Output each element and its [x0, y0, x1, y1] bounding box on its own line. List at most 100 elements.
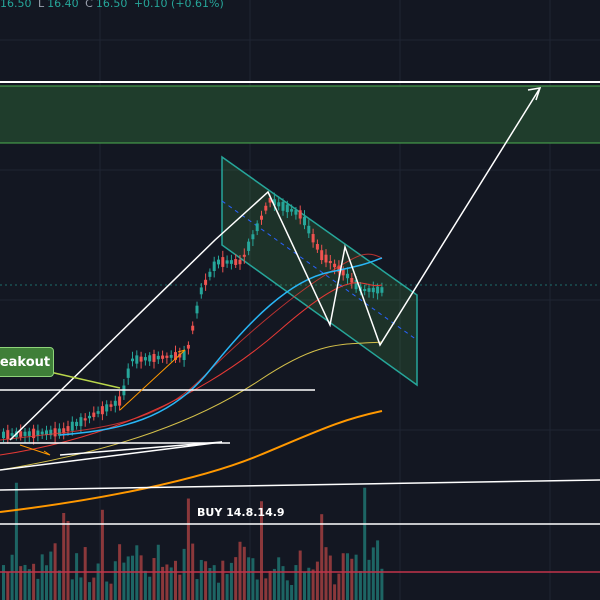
- volume-bar: [152, 558, 156, 600]
- volume-bar: [178, 574, 182, 600]
- volume-bar: [161, 566, 165, 600]
- candle: [303, 216, 306, 226]
- candle: [290, 209, 294, 212]
- candle: [307, 225, 311, 234]
- candle: [221, 257, 225, 267]
- ma-orange: [0, 410, 383, 513]
- volume-bar: [303, 571, 306, 600]
- volume-bar: [122, 562, 126, 600]
- candle: [247, 241, 251, 251]
- volume-bar: [212, 565, 216, 600]
- volume-bar: [290, 584, 294, 600]
- volume-bar: [376, 540, 380, 600]
- volume-bar: [126, 556, 130, 600]
- candle: [79, 417, 83, 427]
- volume-bar: [32, 563, 36, 600]
- volume-bar: [268, 570, 272, 600]
- candle: [2, 431, 5, 439]
- candle: [174, 352, 177, 360]
- volume-bar: [109, 583, 113, 600]
- volume-bar: [208, 568, 212, 600]
- candle: [264, 205, 268, 211]
- volume-bar: [234, 557, 238, 600]
- ma-red: [0, 282, 383, 456]
- candle: [333, 263, 337, 268]
- volume-bar: [277, 557, 281, 600]
- volume-bar: [285, 580, 289, 600]
- volume-bar: [174, 560, 177, 600]
- volume-bar: [165, 564, 169, 600]
- volume-bar: [350, 558, 354, 600]
- volume-bar: [247, 557, 251, 600]
- candle: [315, 244, 319, 250]
- candle: [135, 355, 139, 364]
- ohlc-header: 16.50 L 16.40 C 16.50 +0.10 (+0.61%): [0, 0, 227, 10]
- change: +0.10 (+0.61%): [133, 0, 224, 10]
- volume-bar: [186, 498, 190, 600]
- candle: [19, 431, 23, 437]
- volume-bar: [358, 570, 362, 600]
- ma-yellow: [0, 341, 383, 471]
- candle: [251, 234, 255, 240]
- drawings: [0, 87, 600, 525]
- candle: [225, 260, 229, 264]
- volume-bar: [328, 555, 332, 600]
- close-label: C: [85, 0, 93, 10]
- candle: [40, 431, 44, 435]
- candle: [311, 234, 315, 243]
- volume-bar: [49, 551, 53, 600]
- candle: [88, 415, 91, 419]
- volume-bar: [105, 581, 109, 600]
- volume-bar: [380, 568, 384, 600]
- candle: [371, 287, 375, 293]
- volume-bar: [92, 577, 96, 600]
- volume-bar: [2, 565, 5, 600]
- candle: [113, 400, 117, 406]
- candle: [204, 279, 208, 285]
- volume-bar: [148, 576, 152, 600]
- candle: [23, 431, 27, 436]
- candle: [260, 215, 263, 220]
- volume-bar: [96, 563, 100, 600]
- candle: [324, 254, 328, 263]
- candle: [49, 429, 53, 436]
- volume-bar: [57, 570, 61, 600]
- candle: [195, 305, 199, 314]
- candle: [281, 201, 285, 211]
- candle: [156, 355, 160, 360]
- volume-bar: [113, 561, 117, 600]
- volume-bar: [298, 550, 302, 600]
- volume-bar: [217, 582, 220, 600]
- volume-bar: [182, 548, 186, 600]
- candle: [182, 350, 186, 361]
- candle: [118, 396, 122, 406]
- candle: [268, 197, 272, 203]
- volume-bar: [272, 568, 276, 600]
- candle: [70, 421, 74, 431]
- candle: [350, 277, 354, 283]
- volume-bar: [333, 584, 337, 600]
- candle: [169, 354, 173, 358]
- volume-bar: [23, 564, 27, 600]
- ma-blue: [59, 257, 383, 436]
- candle: [272, 199, 276, 206]
- volume: [2, 482, 384, 600]
- candle: [6, 430, 10, 440]
- candle: [217, 259, 220, 265]
- candle: [27, 431, 31, 436]
- candle: [45, 430, 48, 436]
- volume-bar: [238, 541, 242, 600]
- low: 16.40: [47, 0, 79, 10]
- candle: [139, 356, 143, 362]
- volume-bar: [294, 565, 298, 600]
- volume-bar: [27, 569, 31, 600]
- volume-bar: [371, 547, 375, 600]
- close: 16.50: [95, 0, 128, 10]
- volume-bar: [337, 573, 341, 600]
- candle: [328, 260, 332, 264]
- candle: [208, 271, 212, 277]
- volume-bar: [281, 566, 285, 600]
- volume-bar: [131, 555, 134, 600]
- candle: [238, 259, 242, 265]
